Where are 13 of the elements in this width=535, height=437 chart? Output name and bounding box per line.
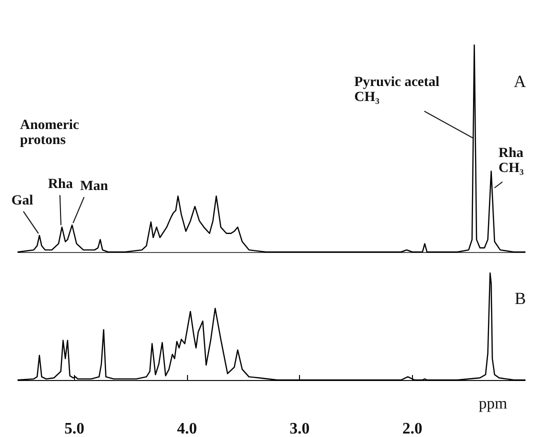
text: B	[514, 289, 526, 308]
annotation: Anomeric protons	[20, 118, 83, 148]
annotation: Gal	[11, 193, 34, 208]
x-tick-label: 2.0	[402, 420, 422, 437]
annotation: Man	[80, 179, 108, 194]
x-tick-label: 3.0	[290, 420, 310, 437]
annotation: Pyruvic acetal CH₃	[354, 75, 443, 106]
annotation: Rha CH₃	[498, 146, 527, 176]
annotation: Rha	[48, 177, 73, 192]
x-tick-label: 4.0	[177, 420, 197, 437]
text: A	[514, 72, 527, 91]
x-axis-title: ppm	[478, 396, 508, 412]
x-tick-label: 5.0	[64, 420, 84, 437]
